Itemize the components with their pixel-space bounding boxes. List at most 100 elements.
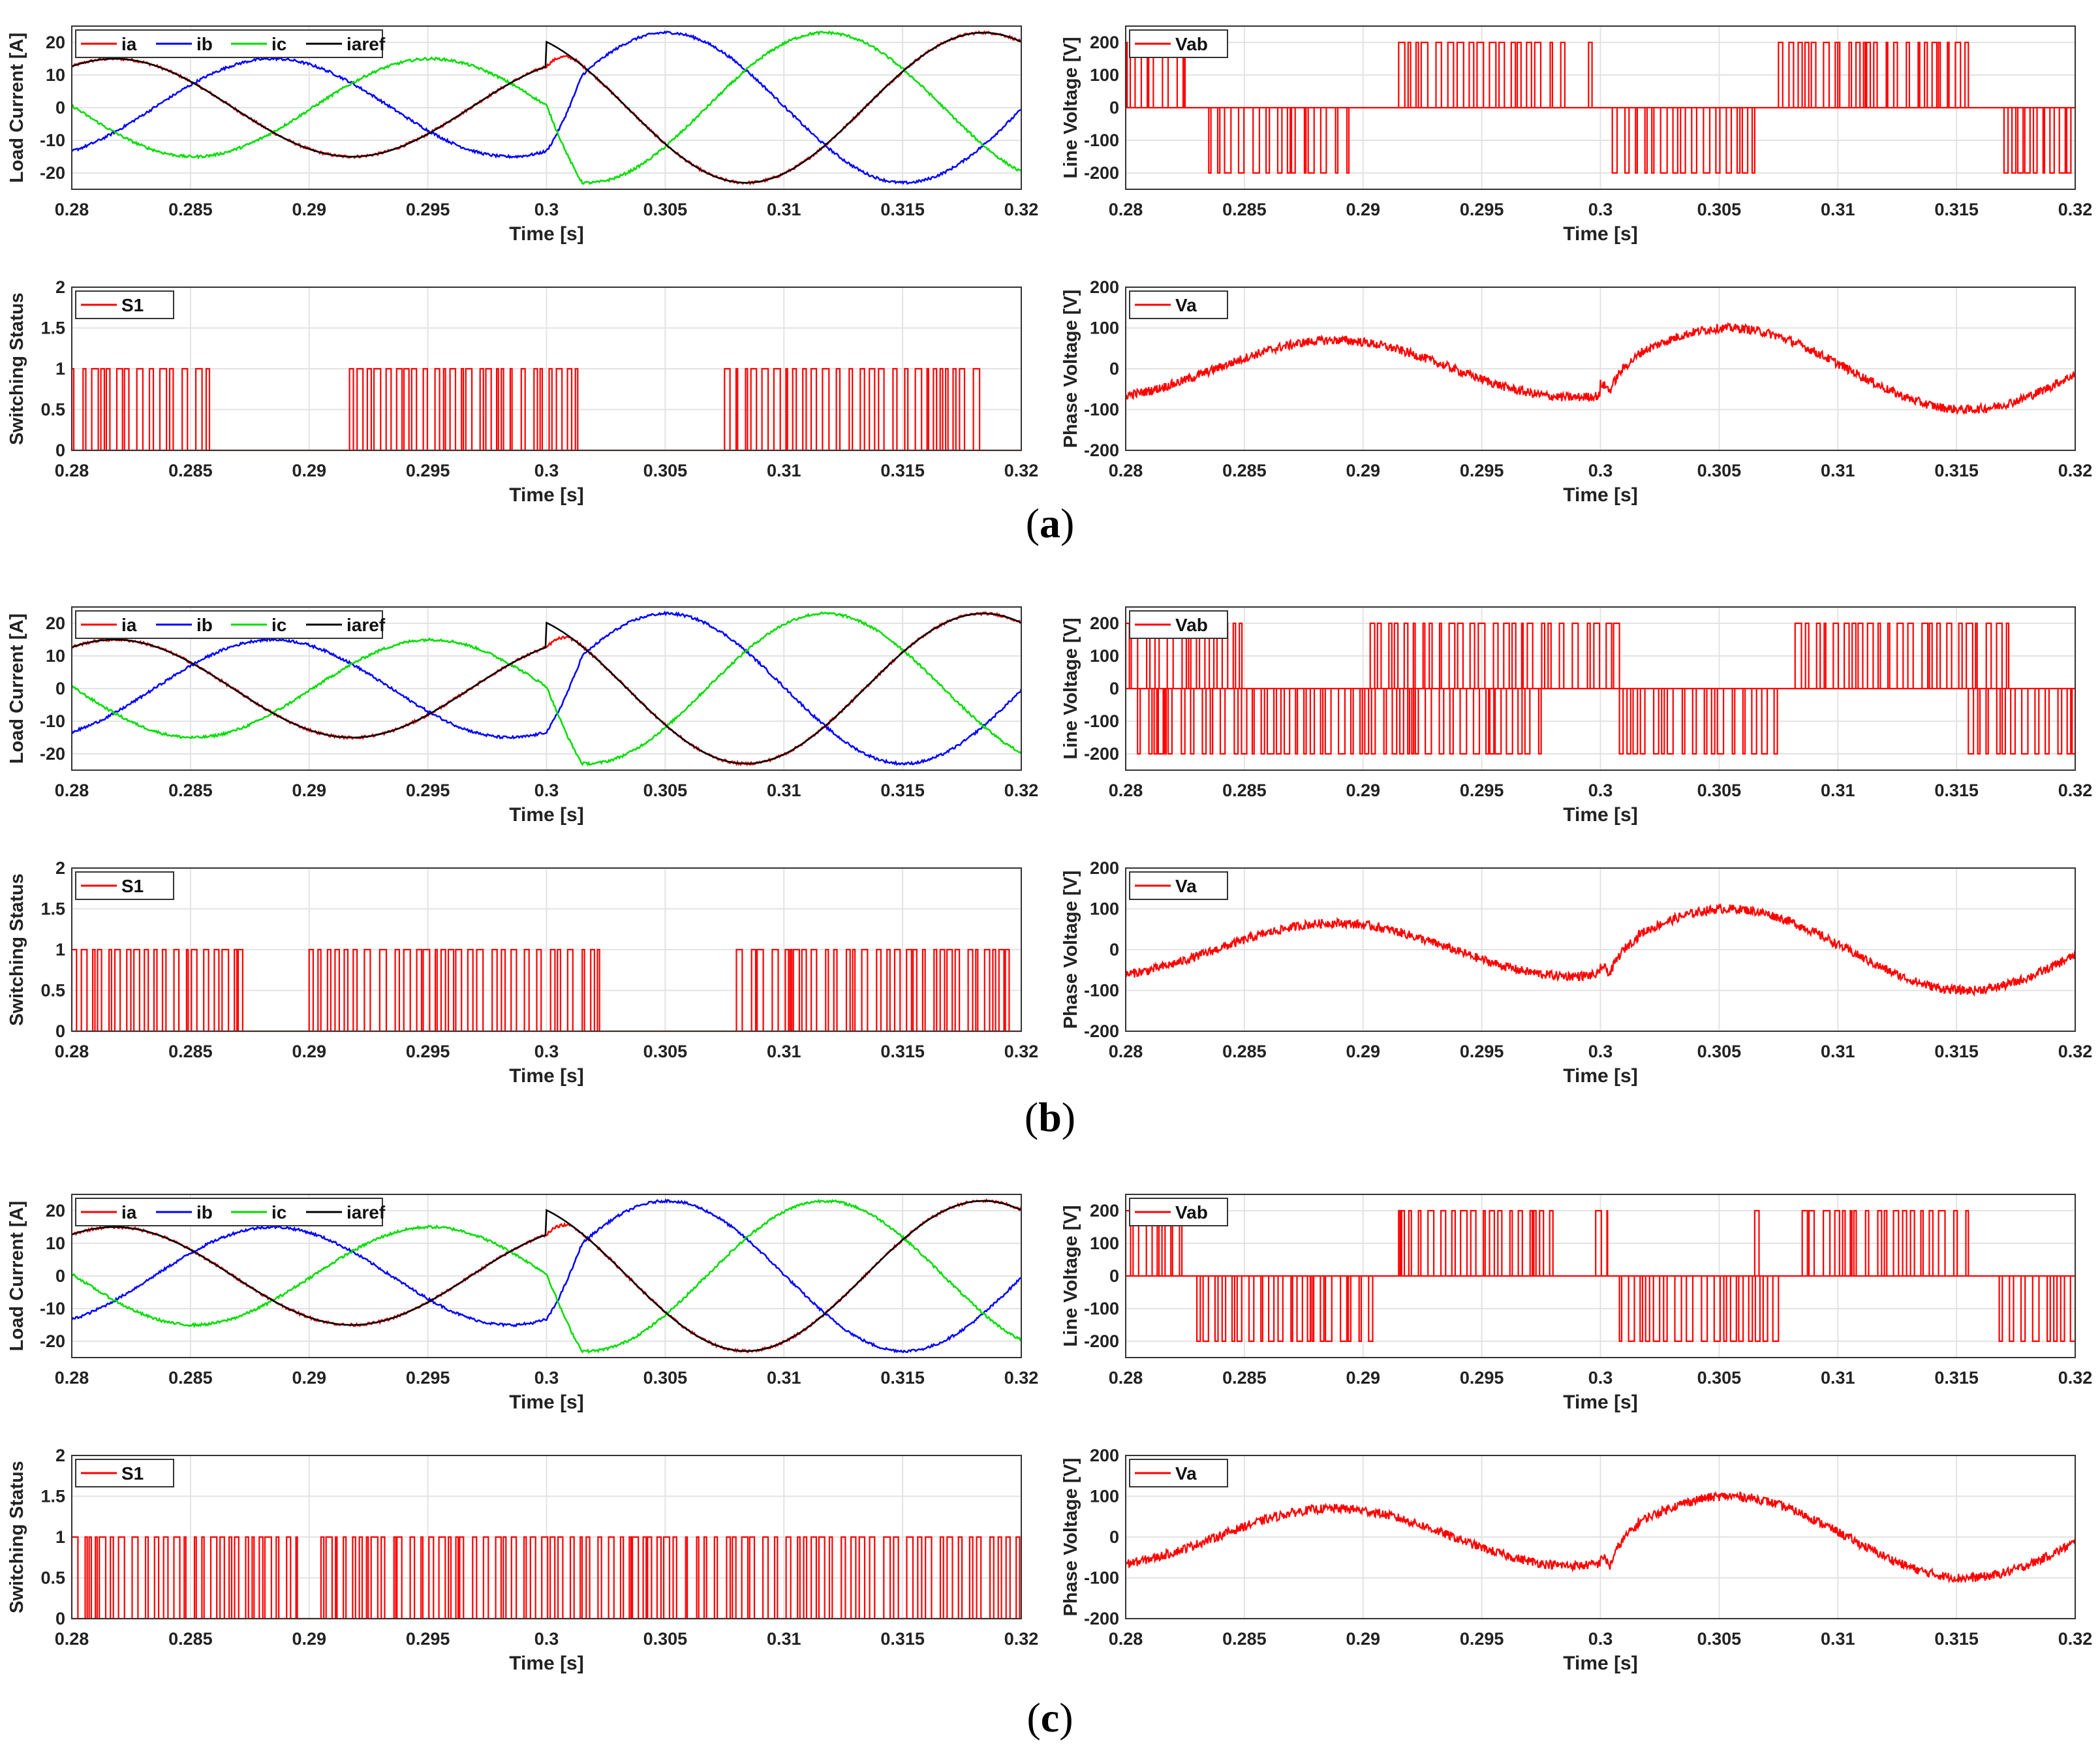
caption-a: (a) [1025, 500, 1075, 546]
y-tick-label: 100 [1090, 1234, 1119, 1253]
x-tick-label: 0.28 [1109, 461, 1143, 480]
plot-frame [1125, 867, 2076, 1032]
series-line-Va [1124, 1491, 2077, 1584]
chart-a-current: 0.28 0.285 0.29 0.295 0.3 0.305 0.31 0.315 0.32 -… [7, 25, 1038, 245]
y-axis-label: Switching Status [7, 1461, 27, 1613]
y-tick-label: -10 [40, 131, 65, 150]
x-tick-label: 0.285 [1222, 461, 1267, 480]
x-tick-label: 0.285 [1222, 200, 1267, 219]
y-tick-label: -200 [1084, 1331, 1119, 1351]
legend-box [75, 871, 174, 900]
plot-frame [71, 606, 1022, 771]
y-tick-label: -100 [1084, 981, 1119, 1001]
y-axis-label: Phase Voltage [V] [1060, 871, 1081, 1029]
legend: S1 [75, 290, 174, 319]
legend: Vab [1129, 29, 1228, 58]
x-tick-label: 0.305 [643, 781, 688, 800]
y-axis-label: Load Current [A] [7, 33, 27, 183]
plot-frame [1125, 25, 2076, 190]
x-tick-label: 0.285 [168, 1042, 213, 1061]
x-tick-label: 0.32 [2058, 461, 2093, 480]
x-tick-label: 0.285 [168, 1629, 213, 1649]
legend: ia ib ic iaref [75, 1198, 386, 1226]
x-tick-label: 0.315 [1934, 1629, 1979, 1649]
x-tick-label: 0.295 [1460, 781, 1504, 800]
x-tick-label: 0.295 [1460, 1042, 1504, 1061]
y-axis-label: Line Voltage [V] [1060, 37, 1081, 179]
legend: S1 [75, 871, 174, 900]
x-tick-label: 0.31 [767, 781, 801, 800]
y-tick-label: -100 [1084, 1299, 1119, 1318]
x-tick-label: 0.305 [643, 461, 688, 480]
x-tick-label: 0.315 [1934, 1368, 1979, 1388]
x-tick-label: 0.31 [767, 200, 801, 219]
y-tick-label: 200 [1090, 614, 1119, 633]
x-tick-label: 0.3 [534, 1629, 559, 1649]
y-tick-label: 0 [1109, 940, 1119, 959]
x-tick-label: 0.3 [1588, 461, 1613, 480]
chart-c-line: 0.28 0.285 0.29 0.295 0.3 0.305 0.31 0.315 0.32 -… [1060, 1194, 2092, 1413]
y-tick-label: 100 [1090, 899, 1119, 919]
x-tick-label: 0.3 [534, 200, 559, 219]
x-tick-label: 0.3 [534, 1368, 559, 1388]
x-tick-label: 0.305 [643, 200, 688, 219]
y-tick-label: 1 [55, 1527, 65, 1547]
plot-frame [1125, 606, 2076, 771]
chart-c-switch: 0.28 0.285 0.29 0.295 0.3 0.305 0.31 0.315 0.32 0… [7, 1446, 1038, 1674]
x-tick-label: 0.29 [292, 781, 326, 800]
x-tick-label: 0.29 [1346, 781, 1380, 800]
legend-label: ia [121, 1202, 137, 1222]
x-tick-label: 0.285 [168, 781, 213, 800]
y-tick-label: 100 [1090, 65, 1119, 85]
legend-label: iaref [347, 1202, 386, 1222]
chart-a-switch: 0.28 0.285 0.29 0.295 0.3 0.305 0.31 0.315 0.32 0… [7, 277, 1038, 506]
x-tick-label: 0.32 [1004, 1629, 1039, 1649]
legend: S1 [75, 1459, 174, 1487]
series-line-ic [71, 30, 1022, 185]
y-tick-label: -100 [1084, 711, 1119, 731]
y-tick-label: 100 [1090, 1487, 1119, 1506]
x-tick-label: 0.29 [1346, 1368, 1380, 1388]
y-tick-label: 200 [1090, 1446, 1119, 1465]
x-tick-label: 0.3 [534, 781, 559, 800]
y-tick-label: 200 [1090, 33, 1119, 52]
y-tick-label: 0 [55, 679, 65, 698]
x-tick-label: 0.29 [292, 200, 326, 219]
y-axis-label: Phase Voltage [V] [1060, 1458, 1081, 1617]
legend-label: iaref [347, 615, 386, 635]
y-axis-label: Load Current [A] [7, 1201, 27, 1351]
x-tick-label: 0.285 [1222, 781, 1267, 800]
y-tick-label: -10 [40, 1299, 65, 1318]
x-tick-label: 0.295 [1460, 200, 1504, 219]
x-tick-label: 0.28 [55, 461, 89, 480]
x-tick-label: 0.295 [1460, 1629, 1504, 1649]
y-tick-label: 200 [1090, 1201, 1119, 1221]
y-tick-label: 0 [55, 1266, 65, 1286]
x-tick-label: 0.29 [1346, 1042, 1380, 1061]
x-tick-label: 0.32 [2058, 1629, 2093, 1649]
x-tick-label: 0.315 [1934, 1042, 1979, 1061]
x-tick-label: 0.305 [1697, 461, 1742, 480]
series-line-Vab [1124, 41, 2075, 174]
y-axis-label: Line Voltage [V] [1060, 1205, 1081, 1347]
plot-frame [71, 1455, 1022, 1619]
legend-label: iaref [347, 34, 386, 54]
x-tick-label: 0.28 [1109, 1368, 1143, 1388]
y-tick-label: 0 [55, 1609, 65, 1628]
legend: Va [1129, 290, 1228, 319]
x-tick-label: 0.285 [168, 200, 213, 219]
chart-a-phase: 0.28 0.285 0.29 0.295 0.3 0.305 0.31 0.315 0.32 -… [1060, 277, 2092, 506]
y-axis-label: Switching Status [7, 292, 27, 445]
x-tick-label: 0.29 [292, 461, 326, 480]
legend-label: ia [121, 34, 137, 54]
y-tick-label: -200 [1084, 744, 1119, 764]
plot-frame [71, 1194, 1022, 1358]
x-tick-label: 0.29 [292, 1042, 326, 1061]
plot-frame [71, 287, 1022, 451]
x-tick-label: 0.295 [406, 781, 450, 800]
x-tick-label: 0.305 [1697, 781, 1742, 800]
x-tick-label: 0.32 [2058, 200, 2093, 219]
x-tick-label: 0.31 [1821, 1368, 1855, 1388]
y-tick-label: -10 [40, 711, 65, 731]
x-tick-label: 0.305 [643, 1042, 688, 1061]
